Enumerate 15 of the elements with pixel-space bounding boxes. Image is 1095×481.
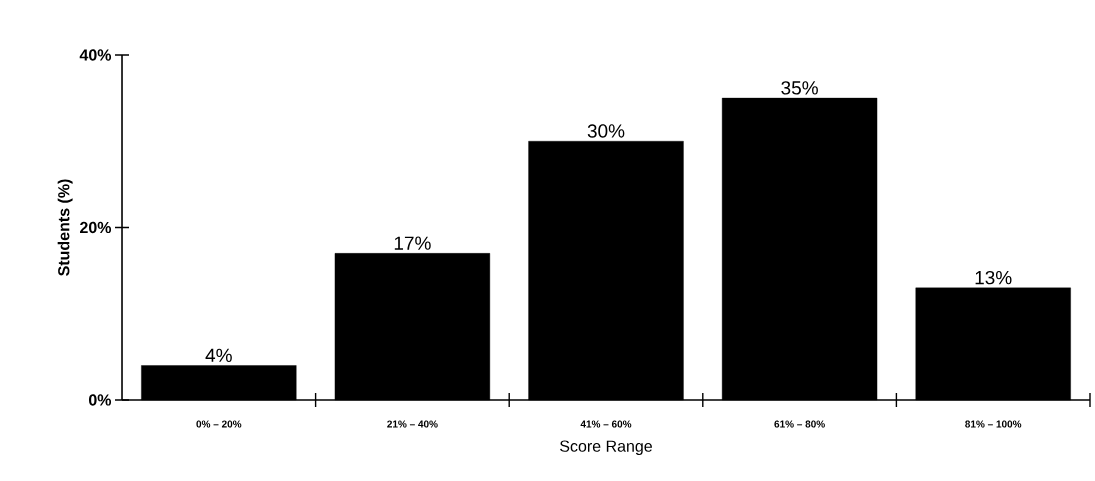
y-tick-label: 40% [79,49,112,61]
x-tick-label: 61% – 80% [774,420,825,428]
y-tick-label: 20% [80,221,112,234]
x-tick-label: 41% – 60% [580,420,632,428]
data-label: 13% [975,270,1012,285]
x-tick-label: 21% – 40% [387,420,438,428]
y-tick-label: 0% [88,394,112,406]
y-axis-title: Students (%) [57,179,73,276]
data-label: 30% [587,124,625,138]
data-label: 35% [781,81,818,95]
data-label: 17% [394,236,431,250]
data-label: 4% [205,348,232,362]
x-tick-label: 0% – 20% [196,420,242,428]
x-axis-title: Score Range [560,440,652,455]
x-tick-label: 81% – 100% [965,420,1022,428]
